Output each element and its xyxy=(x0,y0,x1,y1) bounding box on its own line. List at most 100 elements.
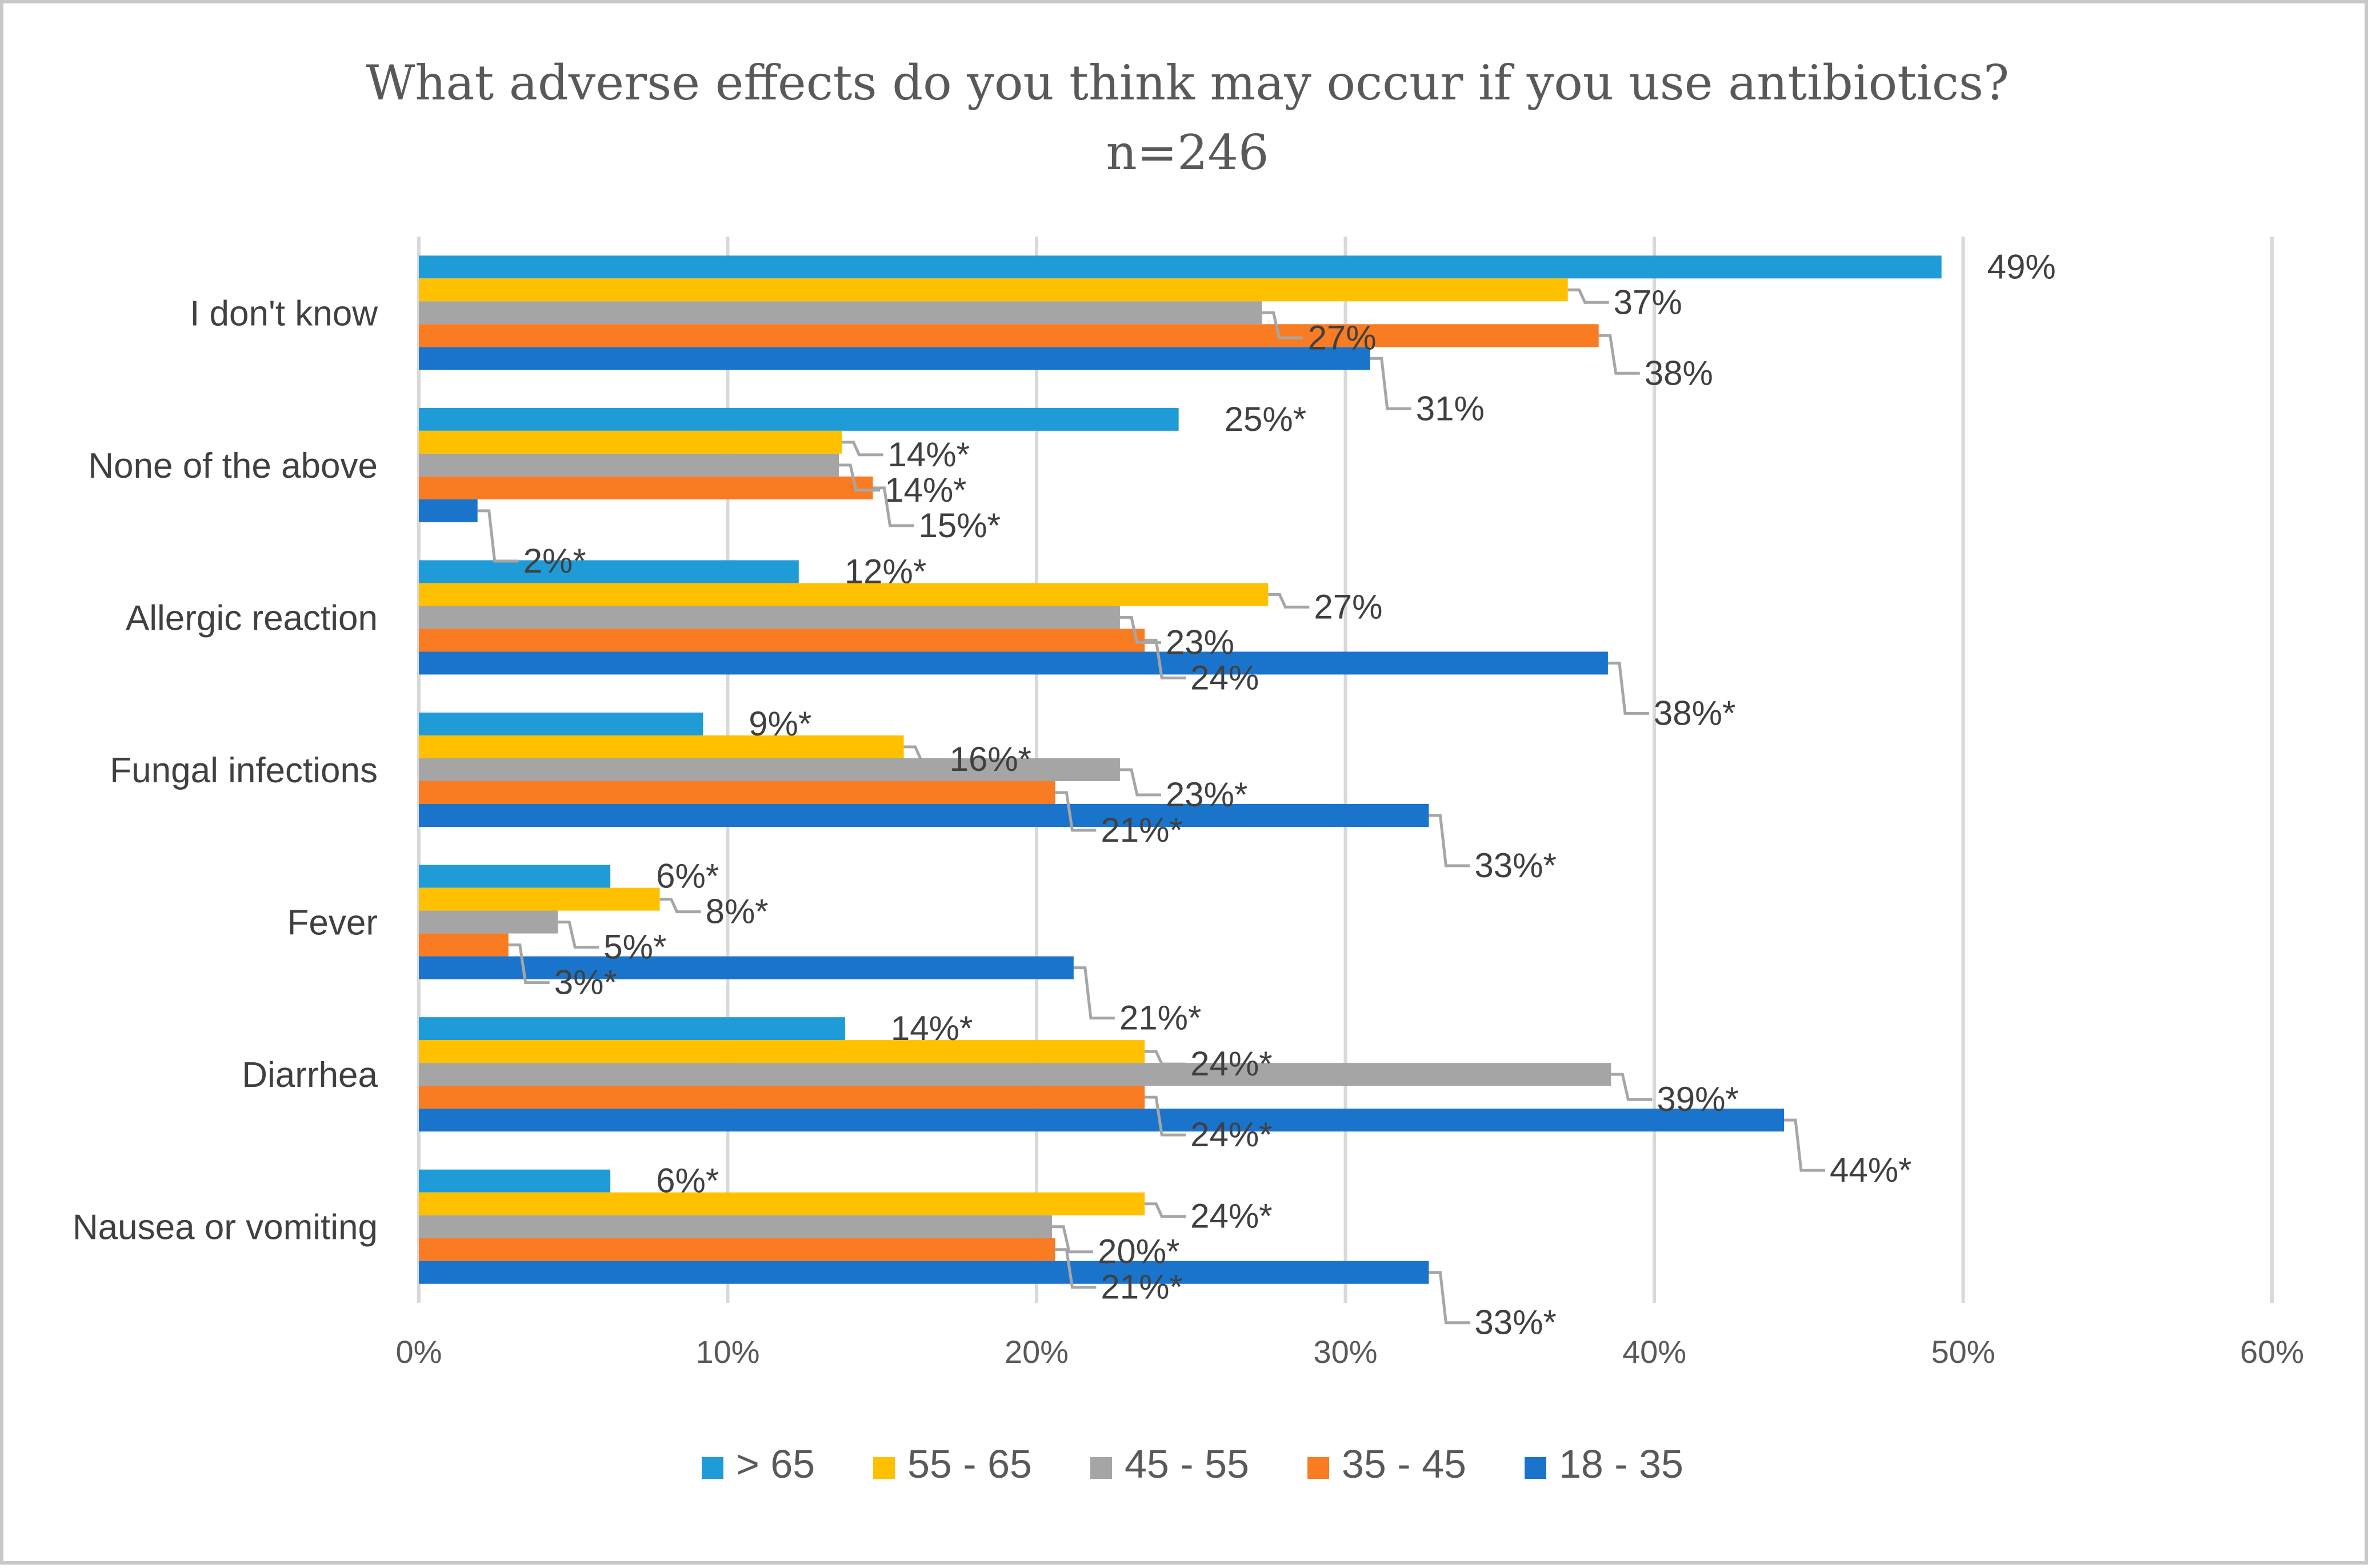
label-leader-line xyxy=(508,943,550,985)
label-leader-line xyxy=(1370,357,1411,410)
data-label: 39%* xyxy=(1657,1080,1738,1118)
data-label: 14%* xyxy=(885,471,966,509)
bar xyxy=(419,407,1179,431)
label-leader-line xyxy=(1119,768,1161,797)
bar xyxy=(419,430,842,454)
bar xyxy=(419,1109,1785,1132)
bar xyxy=(419,1169,611,1193)
x-tick-label: 30% xyxy=(1313,1334,1377,1370)
label-leader-line xyxy=(1145,1095,1186,1137)
data-label: 38% xyxy=(1645,354,1713,392)
data-label: 23%* xyxy=(1166,775,1247,814)
data-label: 24%* xyxy=(1190,1045,1272,1083)
bar xyxy=(419,1238,1055,1261)
x-tick-label: 50% xyxy=(1931,1334,1995,1370)
label-leader-line xyxy=(1598,334,1640,375)
x-tick-label: 60% xyxy=(2240,1334,2304,1370)
label-leader-line xyxy=(659,898,701,914)
chart-title: What adverse effects do you think may oc… xyxy=(366,55,2009,111)
label-leader-line xyxy=(1429,814,1470,867)
bar xyxy=(419,347,1370,370)
legend: > 65 55 - 65 45 - 55 35 - 45 18 - 35 xyxy=(702,1442,1683,1486)
bar xyxy=(419,278,1568,302)
data-label: 23% xyxy=(1166,623,1234,661)
data-label: 33%* xyxy=(1474,1303,1556,1342)
bar xyxy=(419,758,1120,781)
x-tick-label: 20% xyxy=(1005,1334,1069,1370)
label-leader-line xyxy=(1145,1050,1186,1066)
data-label: 44%* xyxy=(1830,1151,1911,1189)
label-leader-line xyxy=(1611,1073,1653,1101)
data-label: 9%* xyxy=(749,705,811,743)
data-label: 8%* xyxy=(706,893,769,931)
data-label: 31% xyxy=(1416,389,1485,427)
bar xyxy=(419,735,904,758)
label-leader-line xyxy=(1784,1118,1826,1172)
bar xyxy=(419,713,703,735)
label-leader-line xyxy=(842,441,883,457)
category-label: Allergic reaction xyxy=(126,598,378,638)
data-label: 21%* xyxy=(1101,811,1182,849)
bar xyxy=(419,560,799,583)
label-leader-line xyxy=(1262,311,1303,339)
legend-swatch xyxy=(1090,1457,1112,1479)
label-leader-line xyxy=(1055,791,1097,832)
data-label: 6%* xyxy=(656,857,719,895)
bar xyxy=(419,583,1269,606)
bars xyxy=(419,255,1942,1284)
data-label: 49% xyxy=(1987,247,2056,286)
data-label: 15%* xyxy=(919,506,1001,545)
bar xyxy=(419,629,1145,652)
data-label: 21%* xyxy=(1119,999,1201,1037)
bar xyxy=(419,453,839,477)
legend-label: 55 - 65 xyxy=(907,1442,1032,1486)
label-leader-line xyxy=(1145,1202,1186,1218)
legend-label: 45 - 55 xyxy=(1125,1442,1249,1486)
category-label: Diarrhea xyxy=(242,1055,378,1095)
label-leader-line xyxy=(903,745,945,761)
x-tick-label: 40% xyxy=(1622,1334,1686,1370)
category-label: None of the above xyxy=(88,446,378,486)
data-label: 20%* xyxy=(1098,1233,1179,1271)
legend-label: > 65 xyxy=(736,1442,815,1486)
label-leader-line xyxy=(1567,288,1609,304)
category-labels: I don't know None of the above Allergic re… xyxy=(73,294,378,1247)
data-label: 6%* xyxy=(656,1162,719,1200)
bar xyxy=(419,781,1055,804)
category-label: Fever xyxy=(287,903,378,943)
x-tick-label: 0% xyxy=(396,1334,442,1370)
label-leader-line xyxy=(1055,1248,1097,1289)
category-label: I don't know xyxy=(190,294,378,333)
data-label: 37% xyxy=(1614,283,1682,321)
label-leader-line xyxy=(1145,638,1186,679)
label-leader-line xyxy=(1429,1271,1470,1325)
data-label: 27% xyxy=(1308,318,1377,357)
bar xyxy=(419,865,611,888)
data-label: 14%* xyxy=(887,435,969,474)
x-tick-label: 10% xyxy=(695,1334,759,1370)
chart-subtitle: n=246 xyxy=(1106,125,1269,181)
data-label: 24%* xyxy=(1190,1197,1272,1235)
data-labels: 49%37%27%38%31%25%*14%*14%*15%*2%* 12%*27… xyxy=(477,247,2056,1342)
data-label: 12%* xyxy=(845,552,926,590)
bar xyxy=(419,1017,845,1041)
data-label: 16%* xyxy=(950,740,1031,778)
bar xyxy=(419,1192,1145,1215)
bar xyxy=(419,255,1942,279)
bar xyxy=(419,499,478,522)
data-label: 3%* xyxy=(554,963,617,1002)
bar xyxy=(419,1215,1053,1238)
label-leader-line xyxy=(1052,1225,1094,1254)
bar xyxy=(419,1261,1429,1284)
bar xyxy=(419,476,873,499)
x-axis-ticks: 0% 10% 20% 30% 40% 50% 60% xyxy=(396,1334,2305,1370)
legend-swatch xyxy=(1525,1457,1546,1479)
data-label: 24%* xyxy=(1190,1115,1272,1154)
bar xyxy=(419,324,1599,347)
data-label: 21%* xyxy=(1101,1268,1182,1306)
data-label: 24% xyxy=(1190,658,1259,697)
legend-swatch xyxy=(702,1457,723,1479)
category-label: Nausea or vomiting xyxy=(73,1208,378,1247)
legend-label: 35 - 45 xyxy=(1342,1442,1466,1486)
label-leader-line xyxy=(839,463,881,492)
